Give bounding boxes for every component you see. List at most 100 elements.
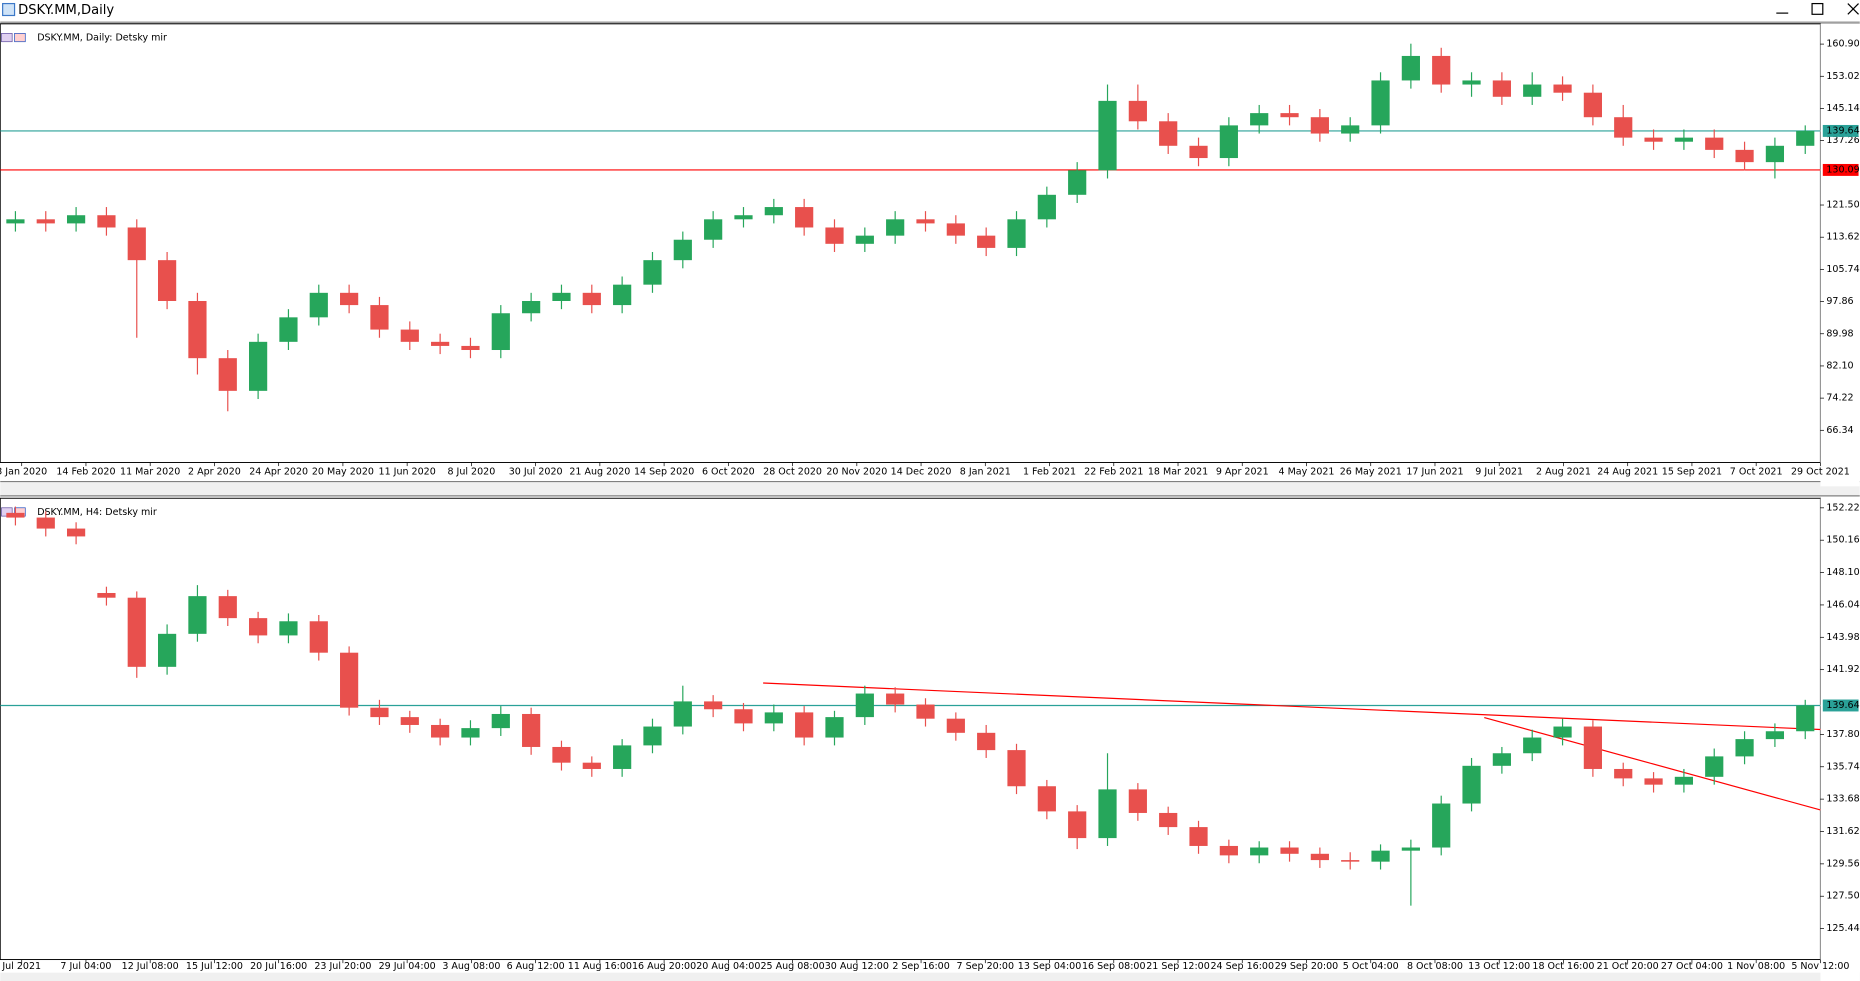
candle-body: [977, 732, 996, 751]
x-tick-label: 20 May 2020: [312, 467, 374, 478]
y-tick-label: 82.10: [1826, 360, 1853, 371]
candle-body: [370, 707, 389, 718]
candle-body: [886, 219, 905, 236]
chart-title: DSKY.MM, Daily: Detsky mir: [37, 33, 167, 44]
x-tick-label: 17 Jun 2021: [1406, 467, 1463, 478]
candle-body: [1310, 853, 1329, 861]
candle-body: [1037, 194, 1056, 220]
candle-body: [97, 215, 116, 228]
x-tick-label: 24 Sep 16:00: [1210, 961, 1274, 972]
candle-body: [491, 313, 510, 351]
candle-body: [643, 726, 662, 746]
y-tick-label: 152.22: [1826, 502, 1859, 513]
y-tick-label: 97.86: [1826, 296, 1853, 307]
candle-body: [825, 227, 844, 244]
y-tick-label: 135.74: [1826, 761, 1859, 772]
y-tick-label: 150.16: [1826, 535, 1859, 546]
candle-body: [613, 745, 632, 769]
candle-body: [127, 227, 146, 261]
candle-body: [613, 284, 632, 306]
candle-body: [1128, 789, 1147, 813]
level-price-tag: [1822, 699, 1859, 712]
candle-body: [1401, 847, 1420, 851]
candle-body: [1553, 726, 1572, 738]
candle-body: [1068, 170, 1087, 195]
y-tick-label: 125.44: [1826, 923, 1859, 934]
candle-body: [249, 618, 268, 636]
candle-body: [795, 712, 814, 738]
x-tick-label: 6 Aug 12:00: [507, 961, 565, 972]
candle-body: [552, 292, 571, 301]
y-tick-label: 148.10: [1826, 567, 1859, 578]
x-tick-label: 30 Jul 2020: [509, 467, 563, 478]
candle-body: [6, 219, 25, 224]
candle-body: [1765, 145, 1785, 163]
x-tick-label: 9 Apr 2021: [1216, 467, 1269, 478]
chart-icon: [1, 33, 13, 43]
y-tick-label: 153.02: [1826, 71, 1859, 82]
candle-body: [279, 317, 298, 342]
x-tick-label: 24 Aug 2021: [1597, 467, 1658, 478]
candle-body: [1735, 149, 1754, 163]
candle-body: [1280, 847, 1299, 854]
candle-body: [1462, 765, 1481, 804]
candle-body: [1219, 125, 1238, 159]
y-tick-label: 133.68: [1826, 794, 1859, 805]
candle-body: [1583, 726, 1602, 769]
candle-body: [734, 709, 753, 724]
x-tick-label: 5 Oct 04:00: [1343, 961, 1399, 972]
candle-body: [66, 528, 86, 537]
plot-area: [0, 497, 1821, 961]
x-tick-label: 20 Nov 2020: [826, 467, 887, 478]
x-tick-label: 15 Jul 12:00: [186, 961, 243, 972]
window-title: DSKY.MM,Daily: [18, 3, 114, 18]
candle-body: [916, 704, 935, 719]
candle-body: [218, 358, 237, 391]
x-tick-label: 14 Sep 2020: [634, 467, 694, 478]
candle-body: [704, 701, 723, 710]
x-tick-label: Jul 2021: [1, 961, 41, 972]
candle-body: [218, 596, 237, 619]
candle-body: [1614, 117, 1633, 138]
candle-body: [916, 219, 935, 224]
candle-body: [1341, 125, 1360, 134]
candle-body: [461, 728, 480, 738]
x-tick-label: 20 Aug 04:00: [696, 961, 760, 972]
maximize-button[interactable]: [1811, 2, 1824, 15]
x-tick-label: 4 May 2021: [1278, 467, 1334, 478]
x-tick-label: 21 Sep 12:00: [1146, 961, 1210, 972]
y-tick-label: 160.90: [1826, 39, 1859, 50]
y-tick-label: 127.50: [1826, 891, 1859, 902]
x-tick-label: 1 Nov 08:00: [1727, 961, 1785, 972]
y-tick-label: 121.50: [1826, 200, 1859, 211]
candle-body: [158, 633, 177, 667]
candle-body: [1371, 80, 1390, 126]
candle-body: [6, 512, 25, 518]
candle-body: [1614, 768, 1633, 779]
candle-body: [886, 693, 905, 705]
y-tick-label: 137.26: [1826, 135, 1859, 146]
bottom-frame: [0, 972, 1860, 981]
candle-body: [1735, 739, 1754, 757]
candle-body: [431, 724, 450, 738]
frame: [0, 21, 1860, 24]
candle-body: [946, 718, 965, 733]
candle-body: [1371, 850, 1390, 862]
app-icon: [2, 2, 16, 17]
candle-body: [1523, 737, 1542, 754]
x-tick-label: 16 Sep 08:00: [1082, 961, 1146, 972]
x-tick-label: 30 Aug 12:00: [825, 961, 889, 972]
trendline: [1484, 717, 1821, 811]
x-tick-label: 2 Aug 2021: [1536, 467, 1591, 478]
x-tick-label: 22 Feb 2021: [1084, 467, 1143, 478]
x-tick-label: 18 Mar 2021: [1148, 467, 1208, 478]
x-tick-label: 29 Jul 04:00: [379, 961, 436, 972]
x-tick-label: 13 Sep 04:00: [1018, 961, 1082, 972]
level-price-tag: [1822, 124, 1859, 137]
y-tick-label: 146.04: [1826, 599, 1859, 610]
close-button[interactable]: [1847, 3, 1859, 15]
x-tick-label: 28 Oct 2020: [763, 467, 822, 478]
candle-body: [764, 207, 783, 216]
candle-body: [1644, 137, 1663, 142]
y-tick-label: 105.74: [1826, 264, 1859, 275]
